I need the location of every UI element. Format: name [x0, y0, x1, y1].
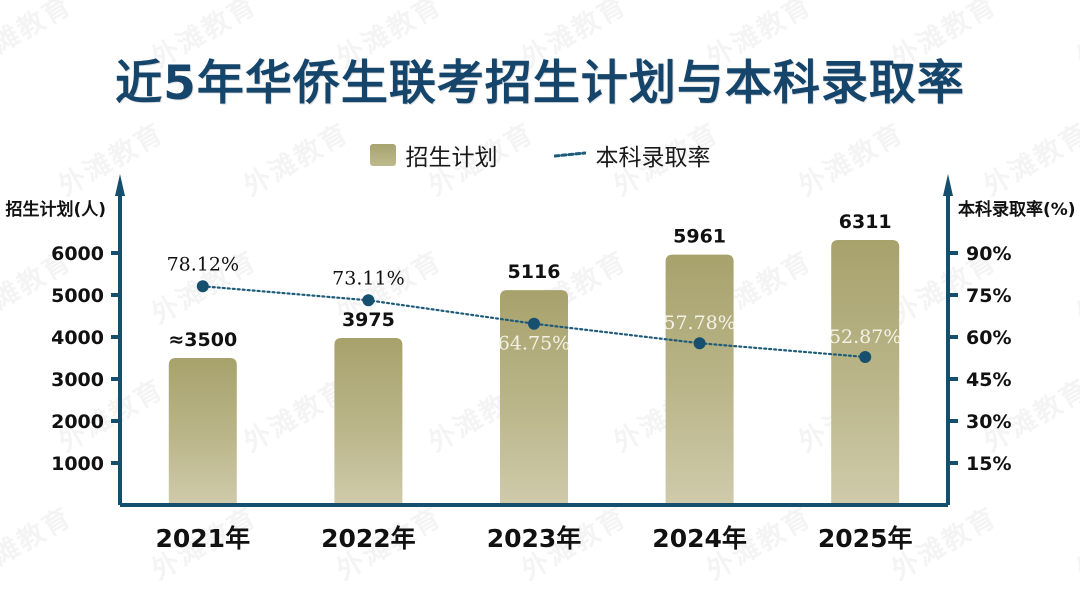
y-axis-right-tick-label: 60% [966, 327, 1011, 349]
bar-2024年[interactable] [665, 254, 734, 505]
bar-value-label-2024年: 5961 [673, 226, 726, 248]
legend-item-bar: 招生计划 [369, 138, 498, 172]
x-axis-category-2022年: 2022年 [321, 524, 416, 553]
y-axis-right-title: 本科录取率(%) [958, 199, 1076, 220]
bar-2023年[interactable] [500, 290, 568, 505]
y-axis-left-tick-label: 4000 [51, 327, 104, 349]
x-axis-category-2024年: 2024年 [652, 524, 747, 553]
rate-point-2025年[interactable] [859, 350, 872, 363]
rate-value-label-2025年: 52.87% [829, 326, 901, 348]
y-axis-left-tick-label: 5000 [51, 285, 104, 307]
legend-label-line: 本科录取率 [595, 145, 711, 171]
bar-value-label-2023年: 5116 [508, 261, 561, 283]
y-axis-right-tick-label: 90% [966, 243, 1011, 265]
data-labels-group: ≈3500 3975 5116 5961 6311 78.12% 73.11% 64.75% 5… [167, 211, 902, 355]
dashed-line-swatch-icon [553, 151, 586, 158]
line-series [196, 280, 872, 363]
bar-2021年[interactable] [168, 358, 237, 505]
chart-legend: 招生计划 本科录取率 [0, 138, 1080, 172]
rate-value-label-2023年: 64.75% [498, 333, 570, 355]
y-axis-right-arrow-icon [943, 174, 953, 196]
bar-value-label-2021年: ≈3500 [168, 329, 237, 351]
rate-value-label-2024年: 57.78% [663, 312, 735, 334]
y-axis-left-tick-label: 1000 [51, 453, 104, 475]
y-axis-right-tick-label: 30% [966, 411, 1011, 433]
bar-value-label-2025年: 6311 [839, 211, 892, 233]
axes-group: 1000 2000 3000 4000 5000 6000 15% 30% 45% 60% 75% 9… [5, 174, 1076, 507]
rate-point-2021年[interactable] [196, 280, 209, 293]
legend-label-bar: 招生计划 [405, 145, 498, 171]
x-axis-category-2025年: 2025年 [818, 524, 913, 553]
rate-point-2023年[interactable] [528, 317, 540, 330]
x-axis-category-2021年: 2021年 [156, 524, 251, 553]
legend-item-line: 本科录取率 [553, 138, 711, 172]
page-title: 近5年华侨生联考招生计划与本科录取率 [115, 56, 965, 111]
bar-2022年[interactable] [334, 338, 403, 505]
bar-swatch-icon [369, 144, 396, 166]
rate-point-2024年[interactable] [693, 337, 706, 350]
y-axis-right-tick-label: 15% [966, 453, 1011, 475]
rate-point-2022年[interactable] [362, 294, 375, 307]
x-axis-category-2023年: 2023年 [487, 524, 582, 553]
y-axis-right-tick-label: 75% [966, 285, 1011, 307]
rate-line [201, 285, 867, 359]
rate-value-label-2021年: 78.12% [167, 253, 239, 275]
y-axis-left-title: 招生计划(人) [5, 199, 106, 220]
y-axis-right-tick-label: 45% [966, 369, 1011, 391]
y-axis-left-tick-label: 6000 [51, 243, 104, 265]
bar-series [168, 239, 900, 506]
y-axis-left-tick-label: 2000 [51, 411, 104, 433]
y-axis-left-tick-label: 3000 [51, 369, 104, 391]
bar-value-label-2022年: 3975 [342, 309, 395, 331]
rate-value-label-2022年: 73.11% [332, 267, 404, 289]
y-axis-left-arrow-icon [115, 174, 125, 196]
bar-2025年[interactable] [831, 239, 900, 506]
category-labels-group: 2021年 2022年 2023年 2024年 2025年 [156, 524, 913, 553]
